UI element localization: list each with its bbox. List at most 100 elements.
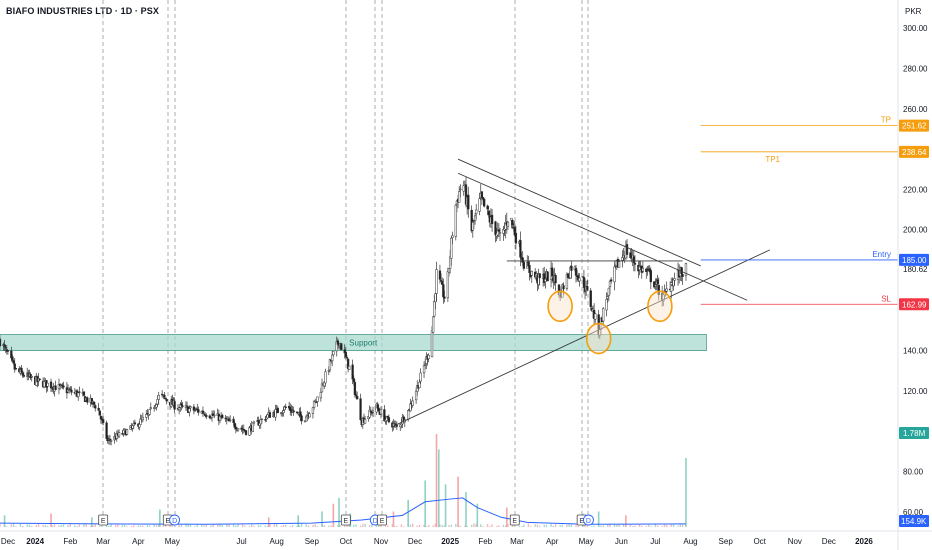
volume-bar xyxy=(235,525,237,527)
volume-bar xyxy=(51,525,53,527)
volume-bar xyxy=(618,524,620,527)
candle-body xyxy=(443,296,446,299)
candle-body xyxy=(6,350,10,352)
candle-body xyxy=(236,428,240,431)
volume-bar xyxy=(480,524,482,527)
candle-body xyxy=(148,409,151,415)
candle-body xyxy=(46,382,49,387)
candle-body xyxy=(409,403,412,412)
volume-bar xyxy=(539,525,541,527)
candle-body xyxy=(340,343,343,351)
time-tick-label: 2025 xyxy=(441,537,459,546)
volume-bar xyxy=(232,524,235,527)
volume-bar xyxy=(491,524,493,527)
candle-body xyxy=(21,372,24,376)
candle-body xyxy=(356,395,359,400)
volume-bar xyxy=(298,525,301,527)
candle-body xyxy=(163,394,166,398)
candle-body xyxy=(86,397,89,403)
candle-body xyxy=(181,405,184,407)
volume-bar xyxy=(559,525,561,527)
candle-body xyxy=(407,410,410,420)
volume-bar xyxy=(226,524,228,527)
level-label-entry: Entry xyxy=(872,250,891,259)
volume-bar xyxy=(58,525,60,527)
time-tick-label: Nov xyxy=(374,537,388,546)
trendline xyxy=(457,172,748,301)
candle-body xyxy=(494,221,497,236)
volume-bar xyxy=(586,524,589,527)
candle-body xyxy=(300,415,303,422)
time-tick-label: Jun xyxy=(615,537,628,546)
candle-body xyxy=(608,280,612,288)
volume-bar xyxy=(0,523,1,527)
volume-bar xyxy=(380,524,382,527)
volume-bar xyxy=(241,524,244,527)
pattern-circle xyxy=(647,290,673,323)
candle-body xyxy=(131,425,134,429)
candle-body xyxy=(145,414,148,418)
earnings-marker-icon xyxy=(377,514,388,526)
candle-body xyxy=(438,270,442,280)
candle-body xyxy=(657,284,660,295)
volume-bar xyxy=(536,524,539,527)
candle-body xyxy=(352,378,355,383)
candle-body xyxy=(292,410,295,413)
volume-bar xyxy=(518,525,520,527)
volume-bar xyxy=(681,524,684,527)
level-label-tp1: TP1 xyxy=(765,155,780,164)
time-tick-label: Jul xyxy=(650,537,660,546)
candle-body xyxy=(497,229,501,232)
volume-bar xyxy=(514,524,516,527)
candle-body xyxy=(424,364,427,366)
volume-bar xyxy=(656,525,659,527)
candle-body xyxy=(209,417,213,419)
volume-bar xyxy=(378,524,380,527)
candle-body xyxy=(680,266,683,275)
volume-bar xyxy=(92,525,94,527)
candle-body xyxy=(459,188,462,191)
event-marker-label: E xyxy=(380,518,385,525)
volume-bar xyxy=(253,525,255,527)
price-tick-label: 220.00 xyxy=(903,185,928,194)
volume-bar xyxy=(464,525,466,527)
volume-bar xyxy=(85,523,87,527)
volume-bar xyxy=(62,524,65,527)
volume-spike xyxy=(476,503,479,527)
candle-body xyxy=(274,409,277,418)
volume-spike xyxy=(332,503,335,527)
volume-bar xyxy=(26,524,28,527)
volume-bar xyxy=(201,524,203,527)
volume-bar xyxy=(520,526,523,527)
candle-body xyxy=(514,232,518,244)
volume-bar xyxy=(486,524,489,527)
volume-bar xyxy=(35,525,37,527)
candle-body xyxy=(229,419,232,422)
volume-spike xyxy=(297,515,299,527)
candle-body xyxy=(193,409,197,412)
volume-bar xyxy=(400,524,403,527)
volume-spike xyxy=(435,433,438,527)
candle-body xyxy=(607,287,611,296)
volume-bar xyxy=(205,524,208,527)
volume-bar xyxy=(307,525,310,527)
volume-bar xyxy=(409,524,412,527)
volume-bar xyxy=(384,525,387,527)
price-tick-label: 180.62 xyxy=(903,265,928,274)
candle-body xyxy=(54,385,57,391)
volume-bar xyxy=(130,526,133,527)
volume-bar xyxy=(194,526,196,527)
volume-bar xyxy=(142,525,144,527)
candle-body xyxy=(149,407,152,409)
volume-current-badge xyxy=(899,427,929,439)
candle-body xyxy=(208,415,211,418)
candle-body xyxy=(625,244,629,255)
candle-body xyxy=(189,406,192,409)
volume-bar xyxy=(37,523,40,527)
volume-bar xyxy=(631,525,634,527)
price-tick-label: 260.00 xyxy=(903,105,928,114)
volume-bar xyxy=(305,524,307,527)
candle-body xyxy=(538,273,541,279)
